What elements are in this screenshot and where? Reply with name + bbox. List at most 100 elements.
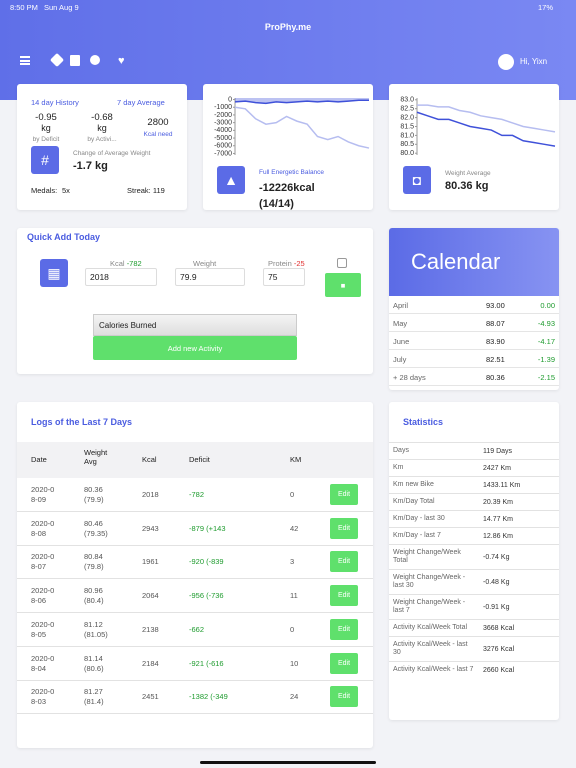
- y-tick-label: 80.5: [400, 141, 414, 148]
- date: 2020-08-04: [31, 653, 55, 673]
- y-tick-label: -5000: [214, 135, 232, 142]
- scale-icon: ◘: [403, 166, 431, 194]
- energy-label[interactable]: Full Energetic Balance: [259, 169, 325, 176]
- change: 0.00: [540, 301, 555, 310]
- settings-icon[interactable]: [90, 55, 100, 65]
- statistics-card: Statistics Days 119 Days Km 2427 Km Km new B…: [389, 402, 559, 720]
- stat-row: Activity Kcal/Week - last 30 3276 Kcal: [389, 636, 559, 662]
- edit-button[interactable]: Edit: [330, 618, 358, 640]
- edit-button[interactable]: Edit: [330, 517, 358, 539]
- history-select[interactable]: 14 day History: [31, 98, 79, 107]
- date: 2020-08-07: [31, 552, 55, 572]
- calendar-row: + 28 days 80.36 -2.15: [389, 368, 559, 386]
- weight-avg: (81.4): [84, 697, 104, 707]
- calendar-row: May 88.07 -4.93: [389, 314, 559, 332]
- stat-label: Km/Day Total: [393, 498, 435, 505]
- stat-unit: kg: [41, 123, 51, 133]
- weight-avg: (80.6): [84, 663, 104, 673]
- weight: 83.90: [486, 337, 505, 346]
- month: April: [393, 301, 409, 310]
- stat-value: -0.91 Kg: [483, 603, 510, 611]
- weight-avg: (79.8): [84, 562, 104, 572]
- stat-value: 12.86 Km: [483, 532, 513, 540]
- user-name[interactable]: Hi, Yixn: [520, 57, 548, 66]
- checkbox[interactable]: [337, 258, 347, 268]
- activity-select[interactable]: Calories Burned: [93, 314, 297, 336]
- logs-header: [17, 442, 373, 478]
- date: 2020-08-05: [31, 619, 55, 639]
- status-battery: 17%: [538, 3, 554, 12]
- column-header: Kcal: [142, 455, 157, 464]
- y-tick-label: 81.0: [400, 132, 414, 139]
- stat-value: 3276 Kcal: [483, 645, 515, 653]
- edit-button[interactable]: Edit: [330, 484, 358, 505]
- y-tick-label: 82.5: [400, 106, 414, 113]
- stat-row: Km 2427 Km: [389, 459, 559, 477]
- kcal-input[interactable]: 2018: [85, 268, 157, 286]
- stat-label: Km/Day - last 30: [393, 515, 445, 522]
- edit-button[interactable]: Edit: [330, 652, 358, 674]
- weight: 80.46: [84, 518, 103, 528]
- label: Kcal: [110, 259, 125, 268]
- edit-button[interactable]: Edit: [330, 551, 358, 573]
- stat-row: Activity Kcal/Week - last 7 2660 Kcal: [389, 661, 559, 679]
- summary-card: 14 day History 7 day Average -0.95 kg by D…: [17, 84, 187, 210]
- km: 24: [290, 692, 299, 702]
- protein-delta: -25: [293, 259, 305, 268]
- add-activity-button[interactable]: Add new Activity: [93, 336, 297, 360]
- kcal: 2943: [142, 523, 159, 533]
- line: [234, 106, 370, 149]
- icon: #: [31, 146, 59, 174]
- stat-label: Kcal need: [143, 131, 173, 138]
- weight: 81.27: [84, 687, 103, 697]
- stat-value: 2800: [147, 117, 169, 128]
- kcal: 2138: [142, 624, 159, 634]
- heart-icon[interactable]: ♥: [118, 55, 125, 67]
- change-label: Change of Average Weight: [73, 150, 151, 157]
- save-button[interactable]: ■: [325, 273, 361, 297]
- stat-label: Weight Change/Week - last 30: [393, 574, 466, 589]
- protein-label: Protein -25: [268, 259, 305, 268]
- medals-value[interactable]: 5x: [62, 186, 70, 195]
- menu-icon[interactable]: [20, 56, 30, 65]
- weight: 88.07: [486, 319, 505, 328]
- app-title: ProPhy.me: [264, 22, 312, 32]
- food-icon[interactable]: [70, 55, 80, 66]
- statistics-table: Days 119 Days Km 2427 Km Km new Bike 1433.11 …: [389, 442, 559, 678]
- stat-label: Weight Change/Week Total: [393, 549, 461, 564]
- stat-label: Days: [393, 447, 409, 454]
- stat-row: Weight Change/Week - last 30 -0.48 Kg: [389, 569, 559, 595]
- streak: Streak: 119: [127, 186, 165, 195]
- line: [234, 99, 369, 105]
- weight-input[interactable]: 79.9: [175, 268, 245, 286]
- line: [417, 104, 556, 133]
- weight-avg: (79.35): [84, 528, 108, 538]
- fire-icon: ▲: [217, 166, 245, 194]
- kcal: 2451: [142, 692, 159, 702]
- edit-button[interactable]: Edit: [330, 686, 358, 708]
- change: -4.17: [537, 337, 555, 346]
- header-band: [0, 0, 576, 100]
- calendar-icon: ▦: [40, 259, 68, 287]
- energy-chart: 0-1000-2000-3000-4000-5000-6000-7000: [214, 96, 370, 157]
- row-divider: [17, 645, 373, 647]
- avatar[interactable]: [498, 54, 514, 70]
- deficit: -662: [189, 624, 205, 634]
- row-divider: [17, 679, 373, 681]
- statistics-title: Statistics: [403, 417, 444, 427]
- weight-avg: (79.9): [84, 495, 104, 504]
- line: [416, 111, 556, 147]
- stat-row: Km/Day - last 7 12.86 Km: [389, 527, 559, 545]
- average-select[interactable]: 7 day Average: [117, 98, 165, 107]
- stat-unit: kg: [97, 123, 107, 133]
- stat-row: Km/Day Total 20.39 Km: [389, 493, 559, 511]
- home-indicator: [200, 761, 376, 764]
- stat-label: Activity Kcal/Week Total: [393, 624, 468, 631]
- quick-add-card: Quick Add Today ▦ Kcal -782 2018 Weight …: [17, 228, 373, 374]
- protein-input[interactable]: 75: [263, 268, 305, 286]
- weight: 80.36: [84, 485, 103, 494]
- y-tick-label: -6000: [214, 143, 232, 150]
- deficit: -956 (-736: [189, 591, 224, 601]
- y-tick-label: -2000: [214, 112, 232, 119]
- edit-button[interactable]: Edit: [330, 585, 358, 607]
